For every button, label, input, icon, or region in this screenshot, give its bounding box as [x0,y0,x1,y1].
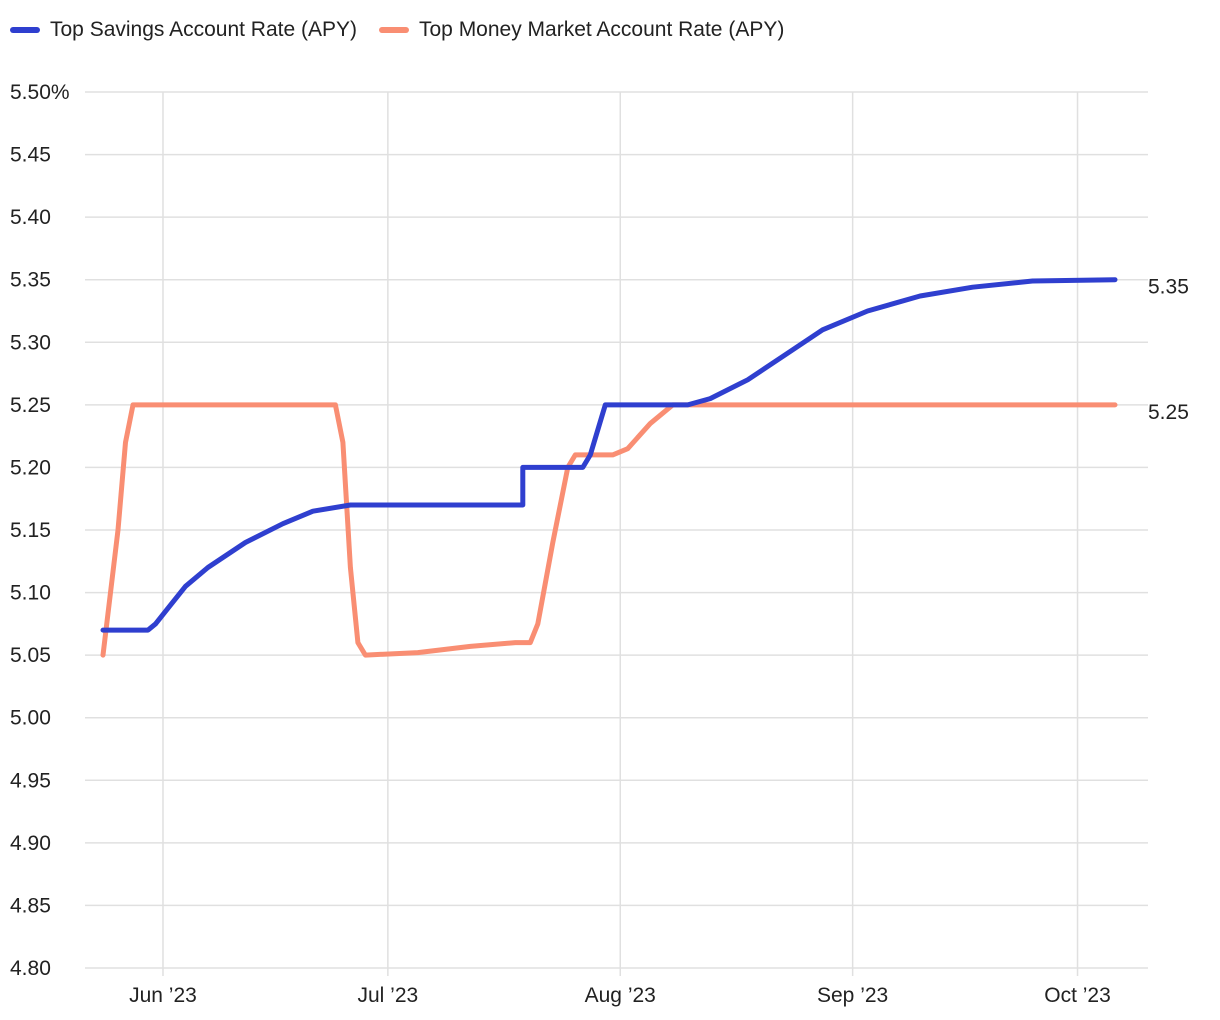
y-tick-label: 5.20 [10,456,51,479]
legend-label-savings: Top Savings Account Rate (APY) [50,18,357,41]
y-tick-label: 5.50% [10,81,70,104]
x-tick-label: Oct ’23 [1044,984,1111,1007]
legend-item-savings[interactable]: Top Savings Account Rate (APY) [10,18,357,42]
y-tick-label: 5.30 [10,331,51,354]
x-tick-label: Sep ’23 [817,984,888,1007]
legend-swatch-money-market [379,27,409,33]
y-tick-label: 5.40 [10,206,51,229]
y-tick-label: 5.25 [10,394,51,417]
legend-item-money-market[interactable]: Top Money Market Account Rate (APY) [379,18,784,42]
y-tick-label: 4.90 [10,832,51,855]
y-tick-label: 4.85 [10,894,51,917]
x-tick-label: Jun ’23 [129,984,197,1007]
y-tick-label: 4.80 [10,957,51,980]
x-tick-label: Aug ’23 [585,984,656,1007]
legend-swatch-savings [10,27,40,33]
y-tick-label: 5.35 [10,269,51,292]
series-line-money-market [100,402,1118,658]
chart-legend: Top Savings Account Rate (APY) Top Money… [10,18,784,42]
y-tick-label: 4.95 [10,769,51,792]
y-tick-label: 5.15 [10,519,51,542]
legend-label-money-market: Top Money Market Account Rate (APY) [419,18,785,41]
y-tick-label: 5.05 [10,644,51,667]
y-tick-label: 5.10 [10,582,51,605]
end-label-money-market: 5.25 [1148,401,1189,424]
end-label-savings: 5.35 [1148,276,1189,299]
y-tick-label: 5.00 [10,707,51,730]
y-tick-label: 5.45 [10,144,51,167]
x-tick-label: Jul ’23 [358,984,419,1007]
series-line-savings [100,277,1118,633]
